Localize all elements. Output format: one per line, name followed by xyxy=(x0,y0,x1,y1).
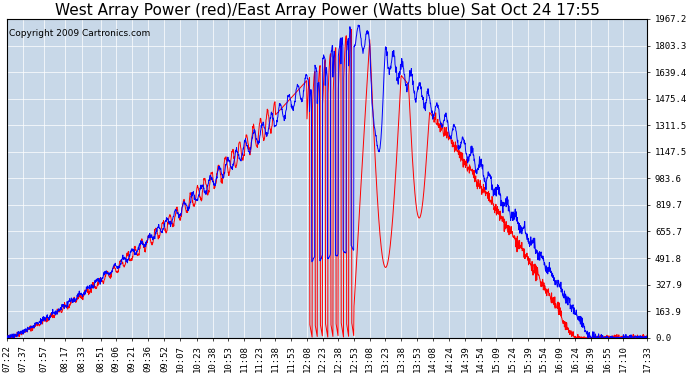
Title: West Array Power (red)/East Array Power (Watts blue) Sat Oct 24 17:55: West Array Power (red)/East Array Power … xyxy=(55,3,600,18)
Text: Copyright 2009 Cartronics.com: Copyright 2009 Cartronics.com xyxy=(8,28,150,38)
